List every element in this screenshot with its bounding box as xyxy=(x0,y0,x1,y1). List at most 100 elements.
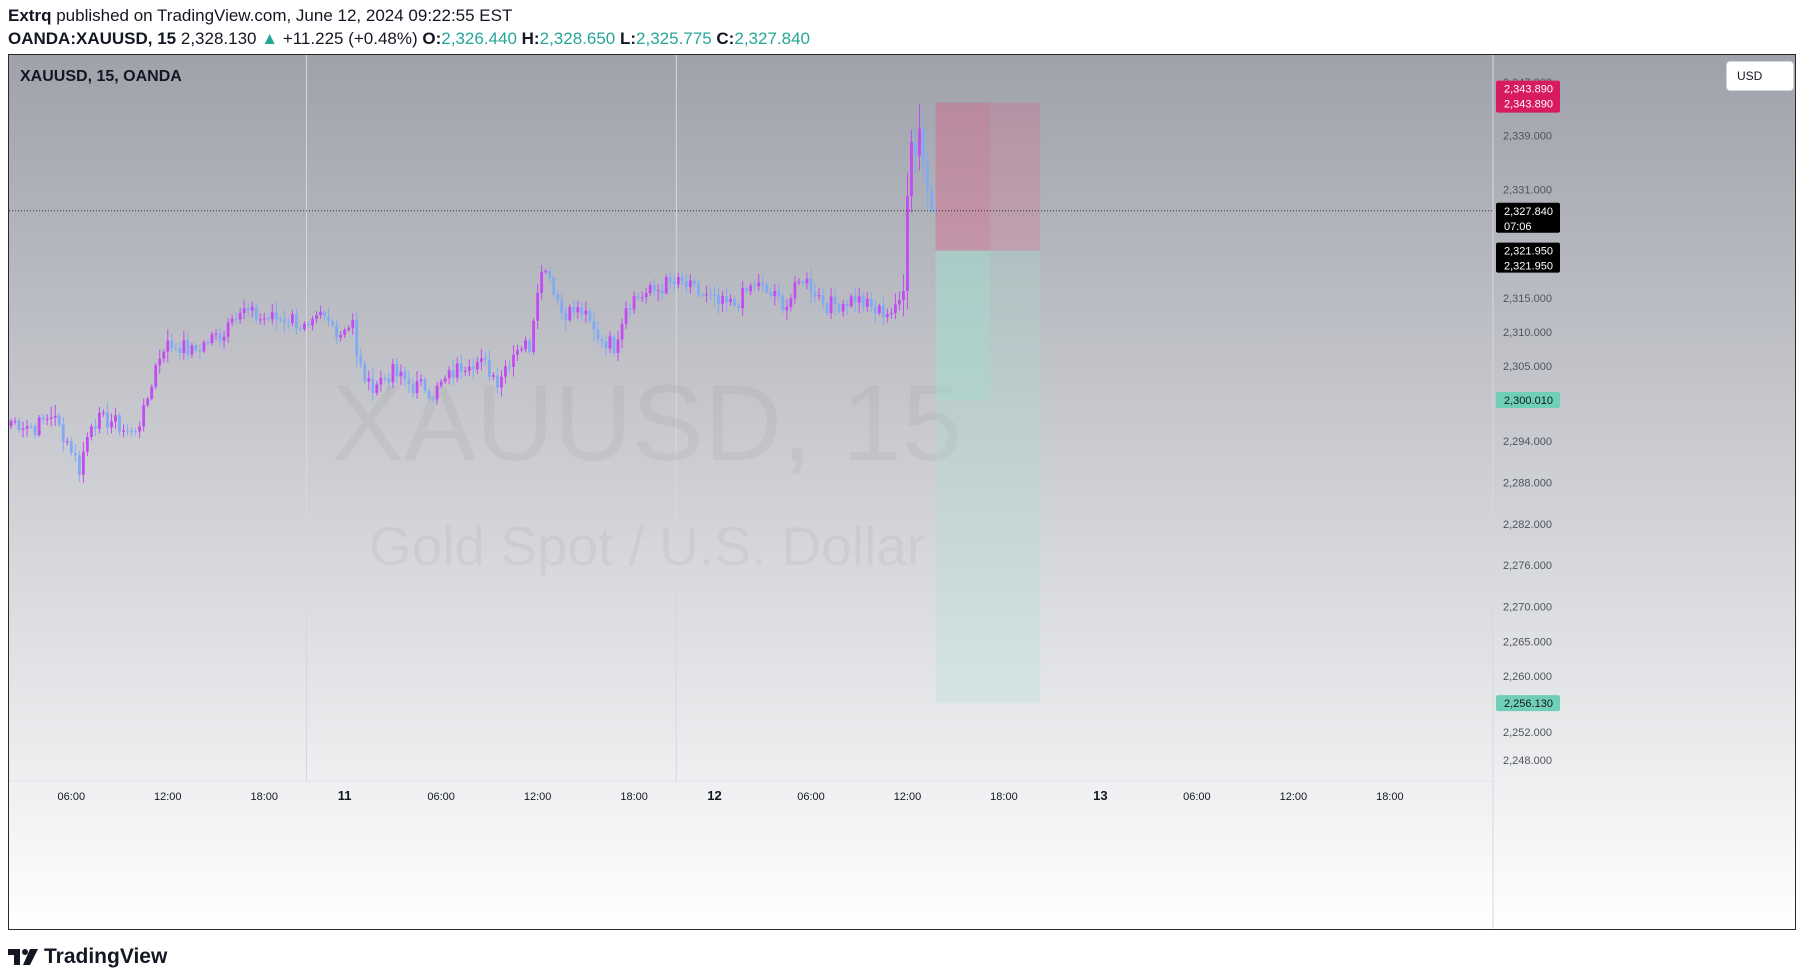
candle-body xyxy=(536,293,540,321)
candle-body xyxy=(765,284,769,293)
candle xyxy=(407,370,411,393)
candle-body xyxy=(37,417,41,436)
candle xyxy=(174,343,178,352)
candle-body xyxy=(733,298,736,306)
candle-body xyxy=(77,455,81,475)
candle xyxy=(918,103,921,171)
candle-body xyxy=(612,336,616,353)
candle xyxy=(737,302,741,313)
candle-body xyxy=(110,421,113,428)
candle-body xyxy=(881,305,885,318)
candle xyxy=(130,426,133,437)
candle-body xyxy=(492,375,495,377)
chart-frame[interactable]: XAUUSD, 15 Gold Spot / U.S. Dollar 2,248… xyxy=(8,54,1796,930)
candle-body xyxy=(568,306,572,321)
candle xyxy=(146,396,150,408)
candle xyxy=(813,283,817,303)
candle xyxy=(110,413,113,434)
candle-body xyxy=(688,280,692,288)
candle-body xyxy=(194,345,198,351)
candle-body xyxy=(793,282,797,299)
brand-name: TradingView xyxy=(44,945,168,968)
candle xyxy=(319,305,322,319)
open-label: O: xyxy=(422,29,442,48)
candle xyxy=(242,299,246,320)
author-name[interactable]: Extrq xyxy=(8,6,52,25)
candle-body xyxy=(817,295,821,297)
candle xyxy=(331,319,334,328)
candle-body xyxy=(869,298,873,307)
take-profit-price-tag-bg xyxy=(1496,695,1560,712)
price-axis[interactable]: 2,248.0002,252.0002,256.0002,260.0002,26… xyxy=(1492,55,1552,930)
candle xyxy=(419,374,423,387)
candle xyxy=(483,352,487,366)
candle-body xyxy=(849,296,853,307)
time-tick-label: 11 xyxy=(338,788,352,803)
candle xyxy=(94,418,97,437)
candle xyxy=(447,366,451,385)
partial-target-price-tag: 2,300.010 xyxy=(1496,392,1560,409)
candle xyxy=(741,280,745,316)
candle-body xyxy=(81,451,85,475)
candle xyxy=(41,413,45,425)
candle xyxy=(612,333,616,357)
candle-body xyxy=(865,298,869,307)
candle xyxy=(548,267,552,283)
candle xyxy=(560,293,564,320)
candle-body xyxy=(781,296,785,311)
time-axis[interactable]: 06:00 12:00 18:00 11 06:00 12:00 18:00 12 06:00 1… xyxy=(9,780,1493,803)
candle xyxy=(773,283,777,306)
candle xyxy=(443,375,447,384)
candle xyxy=(246,302,250,318)
candle-body xyxy=(512,354,515,367)
candle-body xyxy=(829,296,833,314)
candle xyxy=(624,301,628,330)
candle-body xyxy=(291,313,294,323)
candle-body xyxy=(459,363,463,372)
candle-body xyxy=(102,412,105,414)
price-chart[interactable]: XAUUSD, 15 Gold Spot / U.S. Dollar 2,248… xyxy=(9,55,1796,930)
candle xyxy=(439,379,443,389)
candle-body xyxy=(564,312,568,321)
candle-body xyxy=(391,364,395,383)
candle xyxy=(648,281,652,297)
candle-body xyxy=(126,430,129,432)
candle xyxy=(825,301,829,316)
last-price-tag-text: 2,327.840 xyxy=(1504,206,1553,218)
candle-body xyxy=(717,295,720,304)
candle-body xyxy=(463,370,467,372)
candle-body xyxy=(552,277,556,295)
candle-body xyxy=(504,366,507,377)
candle xyxy=(902,274,905,317)
candle-body xyxy=(544,271,548,273)
candle xyxy=(282,309,286,334)
candle-body xyxy=(749,285,753,292)
candle xyxy=(500,370,503,397)
candle xyxy=(367,370,371,391)
candle xyxy=(323,309,326,321)
candle xyxy=(114,407,117,429)
candle xyxy=(564,306,568,332)
candle xyxy=(162,349,166,363)
candle-body xyxy=(407,379,411,385)
price-tick-label: 2,282.000 xyxy=(1503,519,1552,531)
candle-body xyxy=(299,328,302,330)
candle xyxy=(33,422,37,439)
candle-body xyxy=(737,305,741,309)
tradingview-brand[interactable]: TradingView xyxy=(8,945,167,969)
currency-button[interactable]: USD xyxy=(1726,61,1794,91)
candle xyxy=(335,319,339,344)
candle xyxy=(512,345,515,377)
candle-body xyxy=(604,341,608,349)
short-position-tool[interactable] xyxy=(935,102,1041,704)
low-value: 2,325.775 xyxy=(636,29,712,48)
candle-body xyxy=(351,320,355,328)
candle-body xyxy=(600,339,604,342)
candle xyxy=(403,366,407,387)
last-price: 2,328.130 xyxy=(180,29,257,48)
candle-body xyxy=(548,271,552,278)
candle xyxy=(65,437,69,446)
candle xyxy=(745,286,749,294)
candle-body xyxy=(118,415,121,432)
candle-body xyxy=(186,340,190,355)
